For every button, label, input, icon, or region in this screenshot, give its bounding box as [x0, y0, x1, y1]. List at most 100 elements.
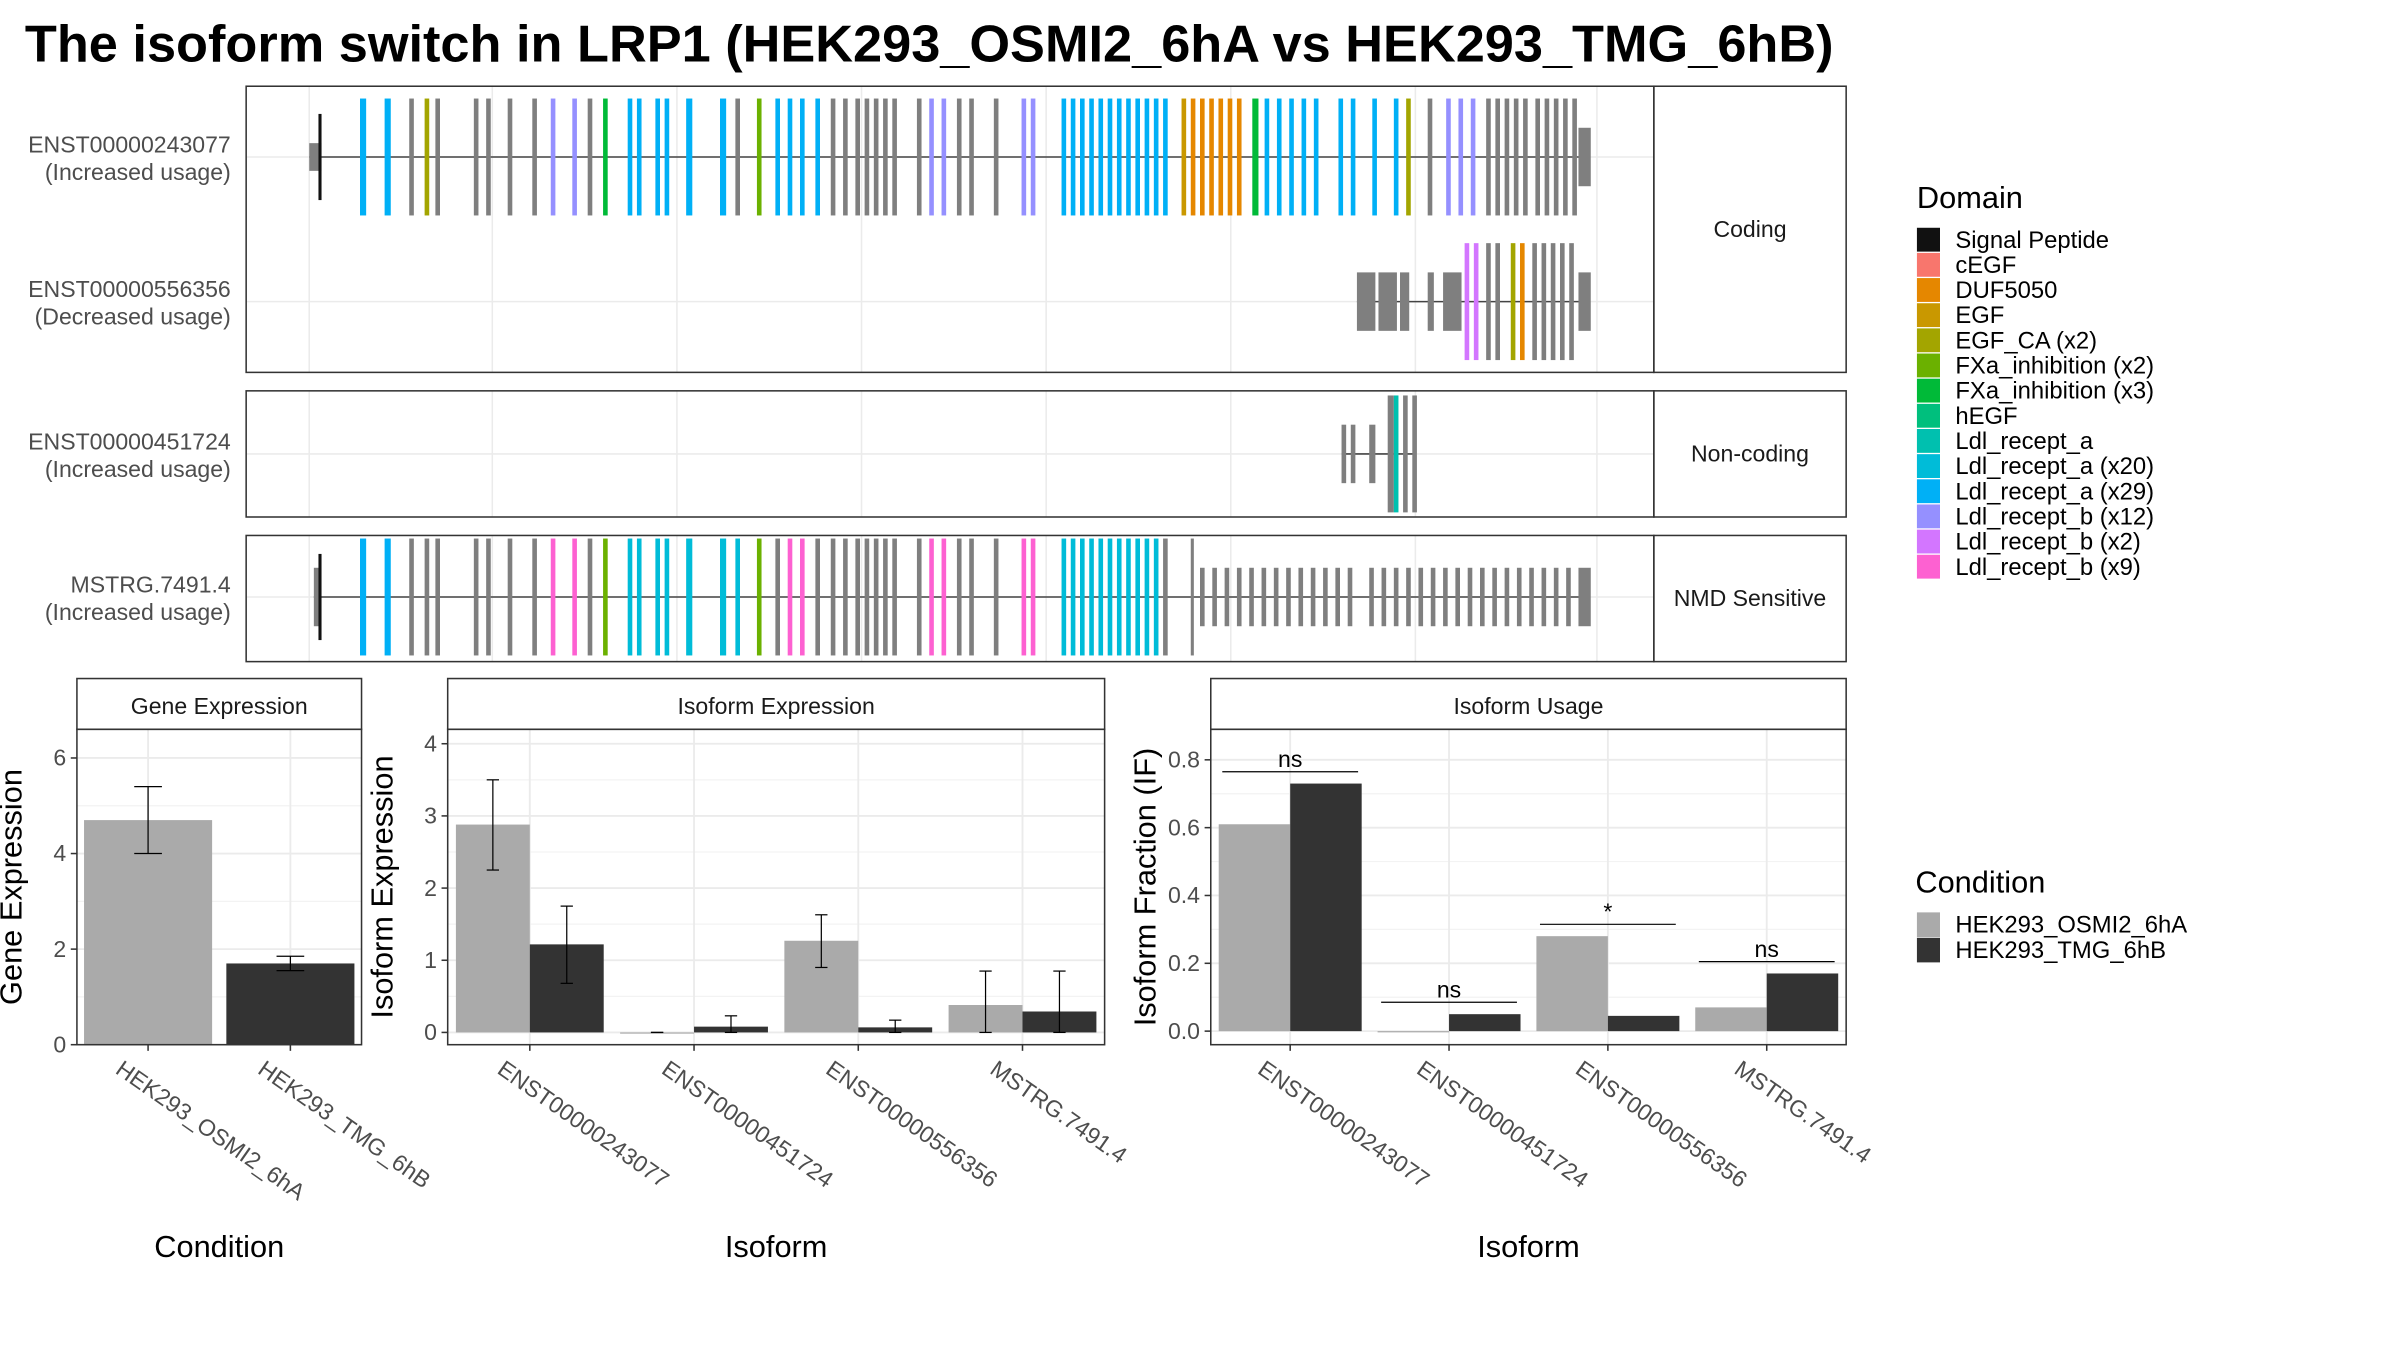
condition-legend-label: HEK293_OSMI2_6hA — [1955, 911, 2187, 938]
y-tick-label: 0.4 — [1168, 882, 1200, 908]
enst00000556356-exon — [1378, 272, 1397, 331]
enst00000243077-exon — [1209, 98, 1214, 216]
enst00000243077-exon — [1523, 98, 1528, 216]
enst00000243077-exon — [864, 98, 870, 216]
enst00000243077-exon — [360, 98, 367, 216]
enst00000243077-exon — [686, 98, 693, 216]
enst00000243077-exon — [532, 98, 537, 216]
mstrg-7491-4-exon — [1107, 538, 1113, 656]
enst00000556356-exon — [1486, 243, 1491, 361]
condition-legend-title: Condition — [1915, 864, 2045, 899]
mstrg-7491-4-exon — [686, 538, 693, 656]
enst00000243077-exon — [1252, 98, 1259, 216]
enst00000556356-exon — [1495, 243, 1500, 361]
enst00000243077-exon — [1313, 98, 1319, 216]
enst00000243077-exon — [720, 98, 727, 216]
enst00000243077-exon — [800, 98, 805, 216]
enst00000243077-exon — [1486, 98, 1491, 216]
mstrg-7491-4-exon — [1080, 538, 1085, 656]
mstrg-7491-4-exon — [864, 538, 870, 656]
facet-strip — [1653, 534, 1847, 663]
mstrg-7491-4-exon — [1443, 567, 1448, 627]
mstrg-7491-4-exon — [1236, 567, 1242, 627]
x-tick-label: MSTRG.7491.4 — [1730, 1055, 1876, 1168]
mstrg-7491-4-exon — [1529, 567, 1534, 627]
figure-title: The isoform switch in LRP1 (HEK293_OSMI2… — [25, 16, 1834, 74]
enst00000556356-exon — [1578, 272, 1591, 331]
mstrg-7491-4-exon — [550, 538, 556, 656]
enst00000243077-exon — [993, 98, 999, 216]
mstrg-7491-4-exon — [1430, 567, 1436, 627]
x-axis-title: Isoform — [1477, 1229, 1580, 1264]
bar-hek293-tmg-6hb — [226, 963, 355, 1045]
mstrg-7491-4-exon — [1393, 567, 1399, 627]
domain-legend-key — [1916, 278, 1940, 302]
bar-hek293-osmi2-6ha — [84, 820, 213, 1045]
mstrg-7491-4-exon — [409, 538, 414, 656]
x-tick-label: ENST00000243077 — [1253, 1055, 1434, 1193]
domain-legend-label: FXa_inhibition (x3) — [1955, 378, 2154, 405]
enst00000243077-exon — [1578, 127, 1591, 187]
facet-label: Non-coding — [1691, 441, 1809, 467]
mstrg-7491-4-exon — [843, 538, 848, 656]
mstrg-7491-4-exon — [1224, 567, 1230, 627]
mstrg-7491-4-exon — [969, 538, 974, 656]
enst00000243077-exon — [855, 98, 860, 216]
enst00000243077-exon — [873, 98, 879, 216]
mstrg-7491-4-exon — [1455, 567, 1460, 627]
mstrg-7491-4-exon — [929, 538, 934, 656]
mstrg-7491-4-exon — [313, 567, 320, 627]
enst00000556356-exon — [1550, 243, 1556, 361]
mstrg-7491-4-exon — [1553, 567, 1559, 627]
enst00000243077-exon — [1200, 98, 1205, 216]
significance-label: ns — [1437, 977, 1461, 1003]
enst00000243077-exon — [1276, 98, 1282, 216]
enst00000243077-exon — [1218, 98, 1224, 216]
bar-hek293-osmi2-6ha — [620, 1032, 695, 1034]
domain-legend-label: Ldl_recept_b (x12) — [1955, 503, 2154, 530]
condition-legend-key — [1916, 912, 1940, 937]
y-tick-label: 4 — [424, 730, 437, 756]
mstrg-7491-4-exon — [1249, 567, 1254, 627]
enst00000243077-exon — [1070, 98, 1076, 216]
mstrg-7491-4-exon — [956, 538, 962, 656]
enst00000556356-exon — [1532, 243, 1537, 361]
mstrg-7491-4-exon — [993, 538, 999, 656]
y-tick-label: 0.2 — [1168, 950, 1200, 976]
enst00000556356-exon — [1473, 243, 1479, 361]
enst00000243077-exon — [1535, 98, 1540, 216]
enst00000451724-exon — [1350, 424, 1356, 484]
plot-panel-frame — [1210, 728, 1847, 1046]
enst00000243077-exon — [1098, 98, 1104, 216]
mstrg-7491-4-exon — [636, 538, 642, 656]
transcript-usage-label: (Increased usage) — [45, 159, 231, 185]
domain-legend-key — [1916, 529, 1940, 554]
transcript-usage-label: (Decreased usage) — [35, 304, 231, 330]
enst00000243077-exon — [1458, 98, 1464, 216]
enst00000243077-exon — [941, 98, 947, 216]
domain-legend-label: Ldl_recept_b (x2) — [1955, 529, 2140, 556]
legends: Domain Signal PeptidecEGFDUF5050EGFEGF_CA… — [1915, 180, 2187, 964]
enst00000243077-exon — [1163, 98, 1168, 216]
bar-hek293-osmi2-6ha — [1536, 936, 1608, 1032]
mstrg-7491-4-exon — [532, 538, 537, 656]
enst00000243077-exon — [843, 98, 848, 216]
enst00000556356-exon — [1427, 272, 1434, 331]
mstrg-7491-4-exon — [830, 538, 836, 656]
domain-legend-label: hEGF — [1955, 403, 2017, 430]
plot-panel-frame — [76, 728, 363, 1046]
mstrg-7491-4-exon — [572, 538, 577, 656]
y-tick-label: 0.8 — [1168, 747, 1200, 773]
mstrg-7491-4-exon — [883, 538, 888, 656]
enst00000243077-exon — [1544, 98, 1550, 216]
y-tick-label: 0.6 — [1168, 814, 1200, 840]
chart-strip — [1210, 677, 1847, 731]
transcript-panel-bg — [246, 86, 1654, 373]
transcript-panel-frame — [245, 85, 1655, 374]
enst00000243077-exon — [1021, 98, 1027, 216]
bar-hek293-osmi2-6ha — [1695, 1007, 1767, 1032]
enst00000243077-exon — [916, 98, 922, 216]
enst00000243077-exon — [435, 98, 440, 216]
enst00000243077-exon — [830, 98, 836, 216]
